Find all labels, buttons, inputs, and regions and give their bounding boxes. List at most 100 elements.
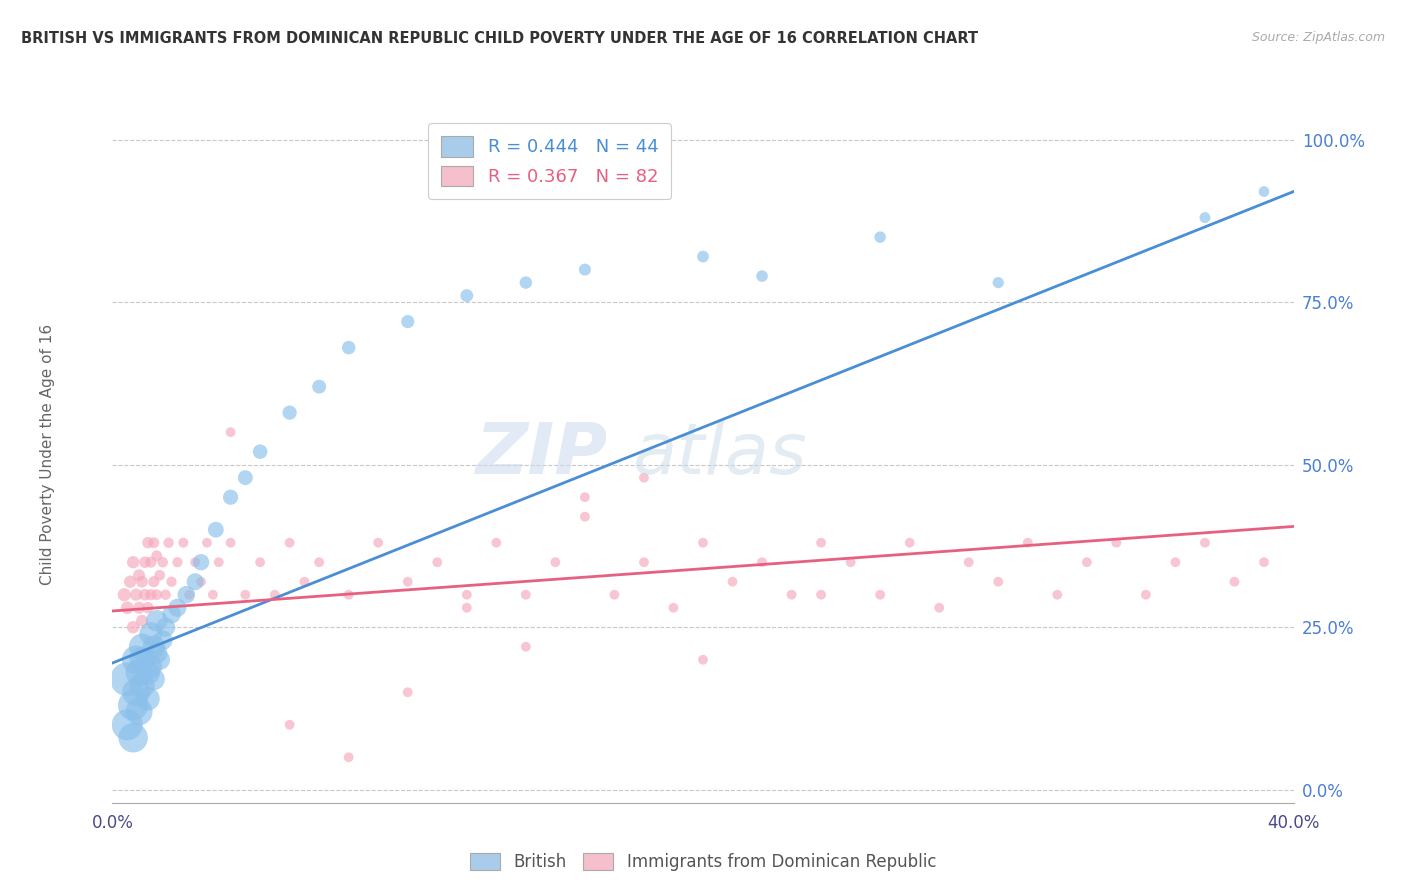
Point — [219, 490, 242, 504]
Point — [136, 691, 159, 706]
Point — [233, 471, 256, 485]
Point — [869, 588, 891, 602]
Point — [515, 588, 537, 602]
Point — [337, 341, 360, 355]
Point — [134, 588, 156, 602]
Point — [139, 659, 162, 673]
Point — [396, 315, 419, 329]
Point — [485, 535, 508, 549]
Text: Source: ZipAtlas.com: Source: ZipAtlas.com — [1251, 31, 1385, 45]
Point — [131, 679, 153, 693]
Point — [142, 535, 165, 549]
Point — [692, 535, 714, 549]
Point — [139, 555, 162, 569]
Point — [134, 555, 156, 569]
Point — [426, 555, 449, 569]
Text: ZIP: ZIP — [477, 420, 609, 490]
Point — [219, 535, 242, 549]
Point — [810, 535, 832, 549]
Point — [117, 600, 138, 615]
Point — [1223, 574, 1246, 589]
Point — [146, 614, 169, 628]
Point — [839, 555, 862, 569]
Point — [249, 555, 271, 569]
Point — [122, 555, 145, 569]
Point — [205, 523, 228, 537]
Point — [128, 705, 150, 719]
Point — [515, 640, 537, 654]
Point — [160, 607, 183, 622]
Point — [125, 588, 148, 602]
Point — [157, 535, 180, 549]
Point — [146, 588, 169, 602]
Point — [957, 555, 980, 569]
Point — [574, 509, 596, 524]
Point — [456, 600, 478, 615]
Text: atlas: atlas — [633, 420, 807, 490]
Point — [396, 685, 419, 699]
Point — [308, 379, 330, 393]
Point — [201, 588, 224, 602]
Point — [128, 600, 150, 615]
Point — [337, 588, 360, 602]
Point — [233, 588, 256, 602]
Point — [120, 574, 142, 589]
Point — [249, 444, 271, 458]
Point — [125, 653, 148, 667]
Point — [1017, 535, 1039, 549]
Point — [396, 574, 419, 589]
Text: Child Poverty Under the Age of 16: Child Poverty Under the Age of 16 — [39, 325, 55, 585]
Point — [292, 574, 315, 589]
Point — [155, 588, 177, 602]
Point — [456, 288, 478, 302]
Point — [208, 555, 231, 569]
Point — [146, 646, 169, 660]
Point — [146, 549, 169, 563]
Point — [1194, 211, 1216, 225]
Point — [544, 555, 567, 569]
Point — [264, 588, 287, 602]
Point — [751, 269, 773, 284]
Point — [1194, 535, 1216, 549]
Point — [1046, 588, 1069, 602]
Point — [166, 555, 188, 569]
Point — [1076, 555, 1098, 569]
Point — [131, 614, 153, 628]
Point — [195, 535, 218, 549]
Point — [1164, 555, 1187, 569]
Point — [152, 633, 174, 648]
Point — [117, 672, 138, 686]
Point — [721, 574, 744, 589]
Point — [139, 588, 162, 602]
Point — [122, 698, 145, 713]
Point — [131, 653, 153, 667]
Point — [128, 665, 150, 680]
Point — [278, 535, 301, 549]
Point — [131, 640, 153, 654]
Point — [172, 535, 194, 549]
Point — [928, 600, 950, 615]
Point — [142, 672, 165, 686]
Point — [751, 555, 773, 569]
Point — [987, 574, 1010, 589]
Point — [136, 535, 159, 549]
Point — [125, 685, 148, 699]
Point — [152, 555, 174, 569]
Point — [174, 588, 197, 602]
Point — [184, 574, 207, 589]
Point — [184, 555, 207, 569]
Point — [869, 230, 891, 244]
Legend: British, Immigrants from Dominican Republic: British, Immigrants from Dominican Repub… — [464, 847, 942, 878]
Point — [1105, 535, 1128, 549]
Point — [278, 406, 301, 420]
Point — [692, 250, 714, 264]
Point — [122, 620, 145, 634]
Point — [190, 555, 212, 569]
Point — [603, 588, 626, 602]
Point — [898, 535, 921, 549]
Point — [112, 588, 135, 602]
Point — [810, 588, 832, 602]
Point — [1135, 588, 1157, 602]
Point — [142, 640, 165, 654]
Point — [160, 574, 183, 589]
